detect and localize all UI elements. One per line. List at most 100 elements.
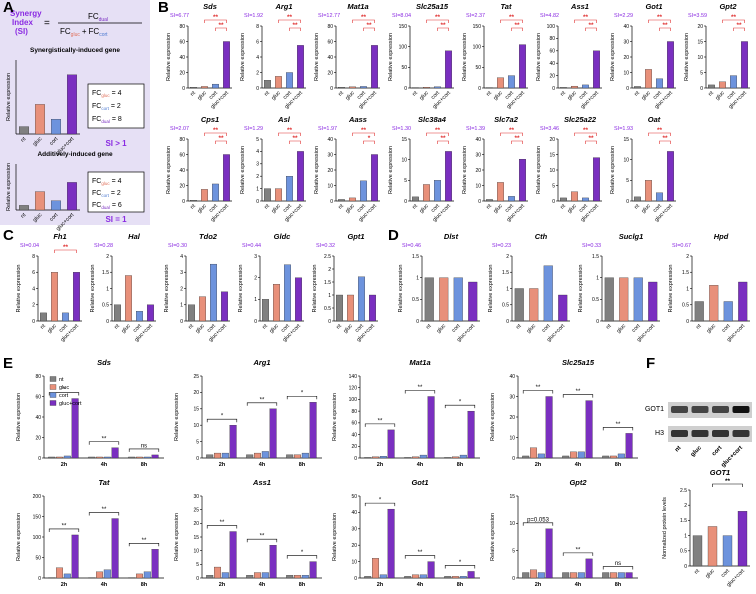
bar [336, 294, 343, 322]
y-tick-label: 0 [596, 319, 599, 325]
bar [372, 558, 379, 579]
sig-bracket [278, 19, 301, 23]
bar [295, 277, 302, 322]
bar [434, 180, 441, 202]
x-tick-label: cort [721, 323, 732, 334]
si-annotation: SI=2.07 [170, 126, 189, 132]
bar [514, 288, 524, 322]
y-tick-label: 0 [478, 199, 481, 205]
bar [190, 200, 197, 202]
y-tick-label: 0 [404, 199, 407, 205]
y-axis-label: Relative expression [314, 33, 320, 81]
y-tick-label: 25 [193, 374, 199, 380]
x-tick-label: nt [263, 90, 271, 98]
sig-bracket [128, 448, 160, 452]
x-tick-label: cort [58, 323, 69, 334]
y-tick-label: 15 [697, 39, 703, 45]
y-tick-label: 80 [351, 409, 357, 415]
band [691, 430, 709, 437]
y-tick-label: 0.5 [102, 303, 109, 309]
y-tick-label: 1 [256, 186, 259, 192]
y-tick-label: 5 [700, 70, 703, 76]
sig-label: ** [418, 385, 423, 391]
bar [537, 453, 545, 459]
bar [694, 301, 704, 322]
bar [136, 311, 143, 322]
sig-label: ** [440, 135, 446, 142]
y-tick-label: 40 [549, 61, 555, 67]
y-tick-label: 20 [35, 435, 41, 441]
x-tick-label: cort [282, 90, 293, 101]
y-tick-label: 2 [32, 303, 35, 309]
y-axis-label: Relative expression [536, 33, 542, 81]
si-annotation: SI=8.04 [392, 13, 411, 19]
bar [692, 535, 703, 567]
sig-label: ** [361, 127, 367, 134]
bar [562, 572, 570, 579]
x-tick-label: cort [356, 203, 367, 214]
bar [214, 566, 221, 579]
bar [214, 452, 221, 459]
sig-label: ** [725, 478, 731, 485]
bar [582, 84, 589, 89]
y-tick-label: 15 [549, 152, 555, 158]
y-tick-label: 0 [354, 456, 357, 462]
si-title: Synergy Index (SI) [10, 9, 42, 36]
y-axis-label: Relative expression [388, 33, 394, 81]
sig-label: ** [583, 127, 589, 134]
y-tick-label: 80 [549, 36, 555, 42]
x-tick-label: gluc [419, 90, 431, 102]
bar [349, 197, 356, 202]
y-tick-label: 20 [549, 137, 555, 143]
sig-label: ** [213, 127, 219, 134]
sig-label: ** [62, 523, 67, 529]
si-annotation: SI=0.46 [402, 243, 421, 249]
y-tick-label: 3 [254, 254, 257, 260]
bar [221, 452, 229, 459]
sig-bracket [364, 502, 396, 507]
x-tick-label: 4h [259, 462, 266, 468]
bar [610, 572, 617, 579]
case-heading: Additively-induced gene [37, 151, 113, 158]
bar [269, 545, 277, 579]
x-tick-label: gluc [345, 203, 357, 215]
bar [284, 264, 291, 322]
bar [372, 456, 379, 459]
bar [610, 455, 617, 459]
x-tick-label: cort [652, 203, 663, 214]
fc-row: FCgluc = 4 [92, 90, 122, 98]
bar [67, 182, 77, 211]
bar [273, 284, 280, 322]
sig-label: ns [615, 561, 621, 567]
x-tick-label: gluc [343, 323, 355, 335]
y-tick-label: 1 [416, 275, 419, 281]
x-tick-label: 8h [299, 462, 306, 468]
x-tick-label: nt [20, 212, 28, 220]
bar [577, 451, 585, 459]
sig-label: ** [260, 397, 265, 403]
sub: gluc [101, 93, 110, 98]
sig-label: ** [102, 436, 107, 442]
x-tick-label: cort [451, 323, 462, 334]
bar [347, 294, 354, 322]
y-tick-label: 20 [193, 521, 199, 527]
bar [577, 572, 585, 579]
sig-label: ** [662, 135, 668, 142]
x-tick-label: cort [578, 90, 589, 101]
bar [264, 80, 271, 89]
x-tick-label: nt [411, 90, 419, 98]
sig-bracket [522, 522, 554, 526]
sig-bracket [246, 538, 278, 543]
y-tick-label: 10 [401, 157, 407, 163]
y-tick-label: 10 [193, 423, 199, 429]
sig-label: ** [218, 22, 224, 29]
y-tick-label: 0.5 [412, 297, 419, 303]
y-tick-label: 0 [180, 319, 183, 325]
bar [261, 572, 269, 579]
x-tick-label: nt [707, 90, 715, 98]
y-axis-label: Relative expression [490, 393, 496, 441]
y-tick-label: 30 [327, 152, 333, 158]
sig-bracket [712, 483, 743, 487]
eq: = 4 [112, 90, 122, 97]
chart-title: Slc38a4 [418, 115, 447, 124]
